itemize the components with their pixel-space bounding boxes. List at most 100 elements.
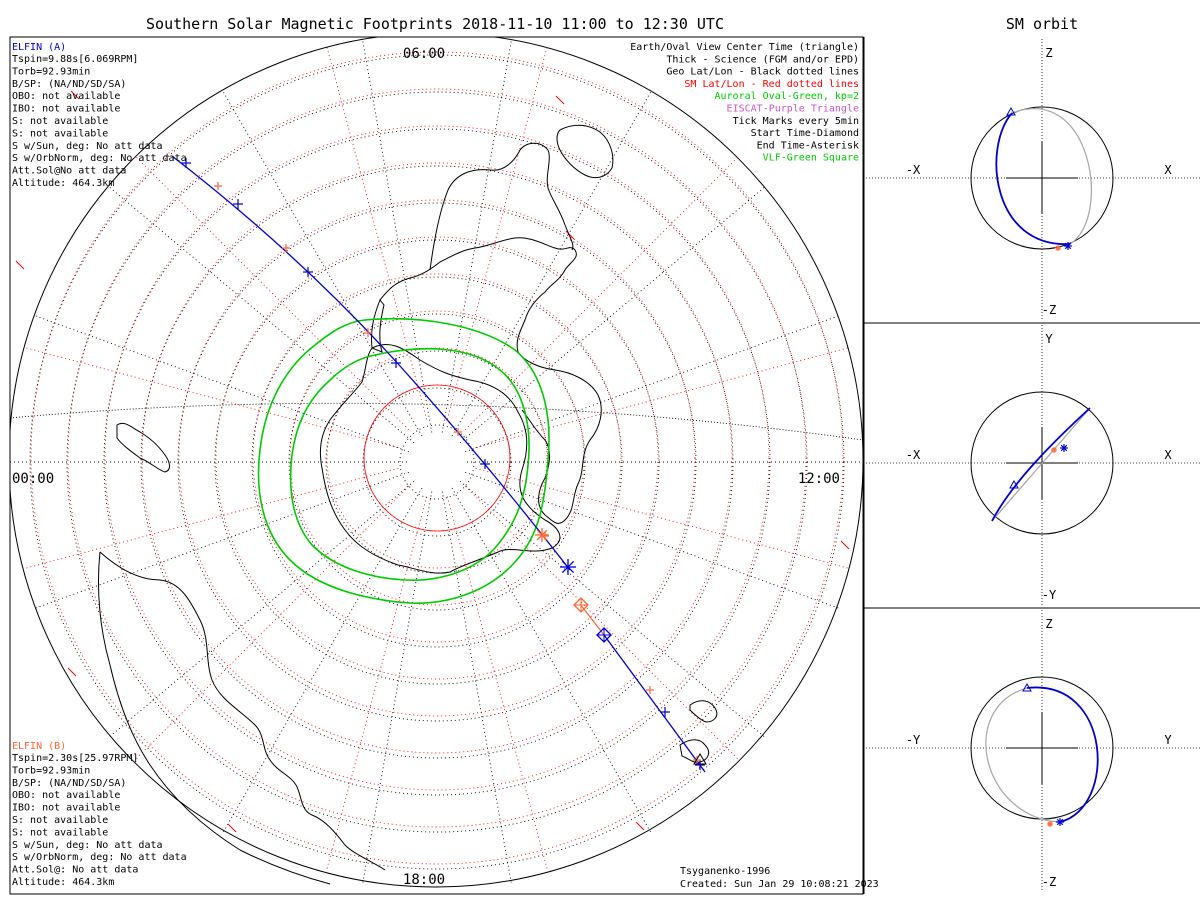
geo-meridian <box>109 480 415 737</box>
coastline <box>116 422 170 473</box>
geo-meridian <box>459 480 765 737</box>
orbit-view-triangle <box>1006 106 1016 116</box>
legend-item: Tick Marks every 5min <box>733 116 859 127</box>
sm-edge-tick <box>227 823 237 833</box>
auroral-oval-inner <box>289 347 530 582</box>
elfin-a-info: ELFIN (A) Tspin=9.88s[6.069RPM]Torb=92.9… <box>12 42 187 189</box>
sm-meridian <box>475 347 850 449</box>
elfin-a-info-line: Tspin=9.88s[6.069RPM] <box>12 54 138 65</box>
hour-label-right: 12:00 <box>798 471 840 487</box>
elfin-a-info-line: OBO: not available <box>12 91 120 102</box>
coastline <box>319 344 561 574</box>
coastline <box>379 237 602 524</box>
legend-item: Thick - Science (FGM and/or EPD) <box>666 54 859 65</box>
sm-edge-tick <box>635 821 645 831</box>
orbit-back <box>1011 108 1093 245</box>
elfin-a-track-1 <box>171 155 571 571</box>
geo-meridian <box>362 491 433 883</box>
panel-axis-label-right: X <box>1164 448 1172 462</box>
hour-label-left: 00:00 <box>12 471 54 487</box>
elfin-a-info-line: S: not available <box>12 116 108 127</box>
elfin-a-info-line: B/SP: (NA/ND/SD/SA) <box>12 79 126 90</box>
polar-map <box>10 37 863 888</box>
panel-axis-label-bottom: -Z <box>1042 875 1056 889</box>
sm-edge-tick <box>67 667 77 677</box>
orbit-end-asterisk-b <box>1047 821 1053 827</box>
sm-meridian <box>326 45 428 420</box>
legend-item: Earth/Oval View Center Time (triangle) <box>630 42 859 53</box>
sm-lat-circle <box>252 273 622 643</box>
coastline <box>556 124 614 179</box>
panel-axis-label-left: -Y <box>906 733 921 747</box>
geo-lat-circle <box>288 313 586 611</box>
elfin-a-info-line: Att.Sol@No att data <box>12 166 126 177</box>
geo-lat-circle <box>399 424 475 500</box>
geo-lat-circle <box>140 165 734 759</box>
orbit-end-asterisk <box>1060 444 1068 452</box>
map-horizon-circle <box>10 37 863 888</box>
coastline <box>99 551 386 871</box>
legend-item: EISCAT-Purple Triangle <box>727 104 859 115</box>
geo-meridian <box>451 487 651 833</box>
elfin-b-info-line: Tspin=2.30s[25.97RPM] <box>12 753 138 764</box>
sm-edge-tick <box>555 95 565 105</box>
earth-circle <box>970 106 1114 250</box>
sm-meridian <box>475 467 850 569</box>
sm-orbit-panel: Y -Y -X X <box>866 325 1200 605</box>
model-label: Tsyganenko-1996 <box>680 866 770 877</box>
elfin-b-info-line: Torb=92.93min <box>12 765 90 776</box>
hour-label-bottom: 18:00 <box>403 872 445 888</box>
panel-axis-label-bottom: -Z <box>1042 303 1056 317</box>
sm-edge-tick <box>565 230 575 240</box>
geo-lat-circle <box>29 54 845 870</box>
elfin-b-info-line: B/SP: (NA/ND/SD/SA) <box>12 778 126 789</box>
elfin-a-track-2 <box>603 634 706 773</box>
legend-item: Start Time-Diamond <box>751 128 859 139</box>
elfin-a-info-line: S w/Sun, deg: No att data <box>12 141 163 152</box>
geo-meridian <box>441 41 512 433</box>
legend-item: Geo Lat/Lon - Black dotted lines <box>666 67 859 78</box>
geo-meridian <box>35 315 409 453</box>
elfin-a-info-line: S: not available <box>12 128 108 139</box>
legend-item: Auroral Oval-Green, kp=2 <box>715 91 860 102</box>
sm-meridian <box>464 155 740 431</box>
geo-meridian <box>441 491 512 883</box>
sm-meridian <box>446 45 548 420</box>
orbit-front <box>1026 686 1099 823</box>
earth-circle <box>970 391 1114 535</box>
sm-pole-circle <box>363 384 511 532</box>
geo-lat-circle <box>103 128 771 796</box>
panel-axis-label-top: Y <box>1045 332 1053 346</box>
elfin-a-end-asterisk <box>561 560 575 574</box>
coastline <box>371 299 385 353</box>
elfin-b-info-line: Att.Sol@: No att data <box>12 865 138 876</box>
sm-meridian <box>134 155 410 431</box>
elfin-b-info-line: Altitude: 464.3km <box>12 877 114 888</box>
sm-orbit-panel: Z -Z -Y Y <box>866 610 1200 892</box>
hour-label-top: 06:00 <box>403 46 445 62</box>
sm-meridian <box>24 467 399 569</box>
elfin-b-name: ELFIN (B) <box>12 741 66 752</box>
geo-meridian <box>459 187 765 444</box>
elfin-b-info-line: S: not available <box>12 827 108 838</box>
geo-meridian <box>362 41 433 433</box>
orbit-end-asterisk-b <box>1055 245 1061 251</box>
elfin-a-info-line: S w/OrbNorm, deg: No att data <box>12 153 187 164</box>
panel-axis-label-bottom: -Y <box>1042 588 1057 602</box>
orbit-end-asterisk <box>1064 242 1072 250</box>
elfin-b-info: ELFIN (B) Tspin=2.30s[25.97RPM]Torb=92.9… <box>12 741 187 888</box>
elfin-b-info-line: S w/Sun, deg: No att data <box>12 840 163 851</box>
map-content <box>10 37 863 888</box>
geo-equator-line <box>10 402 863 441</box>
orbit-end-asterisk-b <box>1051 447 1057 453</box>
panel-axis-label-right: Y <box>1164 733 1172 747</box>
page-title: Southern Solar Magnetic Footprints 2018-… <box>146 15 724 33</box>
sm-meridian <box>24 347 399 449</box>
elfin-a-name: ELFIN (A) <box>12 42 66 53</box>
panel-axis-label-left: -X <box>906 163 921 177</box>
orbit-back <box>985 687 1061 823</box>
sm-lat-circle <box>104 125 770 791</box>
sm-lat-circle <box>141 162 733 754</box>
coastline <box>689 700 718 723</box>
legend-item: End Time-Asterisk <box>757 140 859 151</box>
